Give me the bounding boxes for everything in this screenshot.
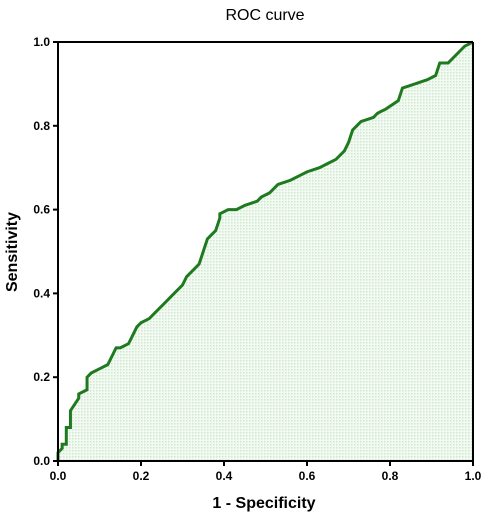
- y-tick-label: 0.2: [33, 370, 50, 384]
- roc-curve-line: [56, 40, 474, 461]
- axes: 0.0 0.2 0.4 0.6 0.8 1.0 0.0 0.2 0.4 0.6 0.8 1.0: [33, 35, 481, 483]
- plot-area: [56, 40, 474, 461]
- x-tick-label: 0.8: [382, 469, 399, 483]
- x-tick-label: 0.4: [216, 469, 233, 483]
- x-tick-label: 0.0: [50, 469, 67, 483]
- roc-area-fill: [58, 42, 473, 461]
- x-tick-label: 0.2: [133, 469, 150, 483]
- x-tick-label: 1.0: [465, 469, 482, 483]
- x-tick-label: 0.6: [299, 469, 316, 483]
- x-axis-label: 1 - Specificity: [212, 495, 315, 512]
- chart-title: ROC curve: [225, 7, 304, 24]
- y-axis-label: Sensitivity: [4, 212, 21, 292]
- y-tick-label: 0.8: [33, 119, 50, 133]
- y-tick-label: 0.0: [33, 454, 50, 468]
- y-tick-label: 0.6: [33, 203, 50, 217]
- y-tick-label: 1.0: [33, 35, 50, 49]
- y-tick-label: 0.4: [33, 286, 50, 300]
